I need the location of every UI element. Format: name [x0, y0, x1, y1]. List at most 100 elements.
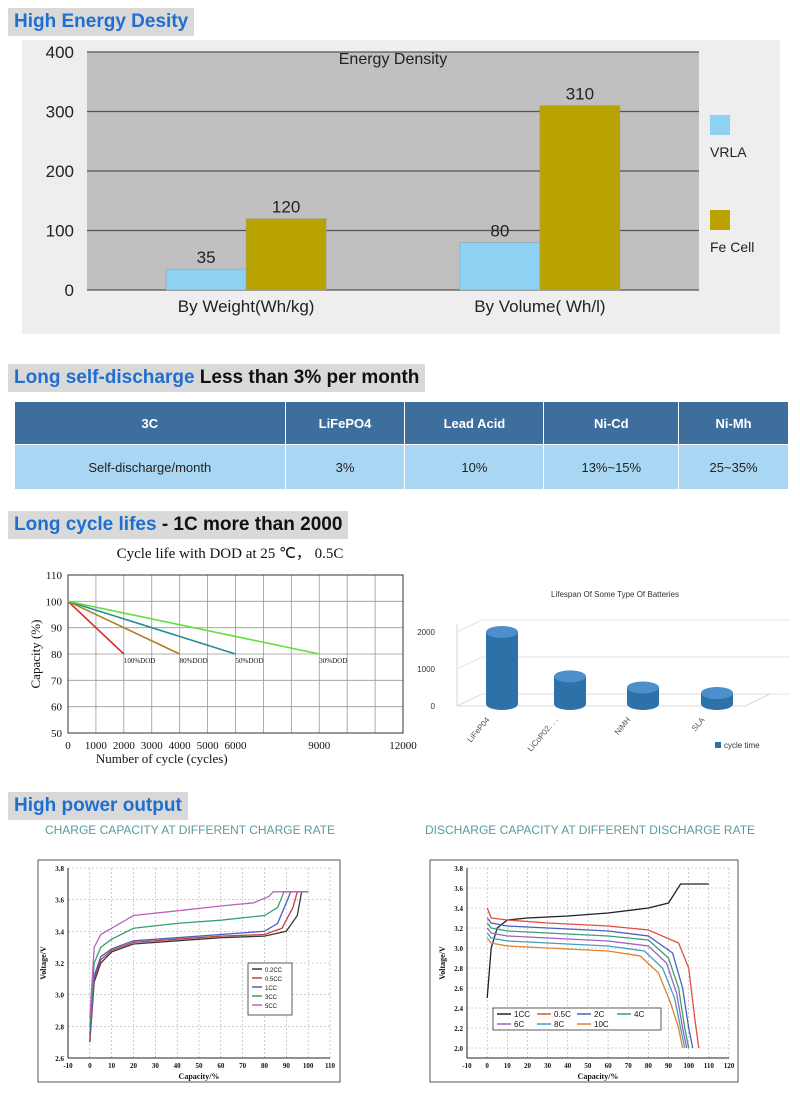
y-tick-label: 0 [431, 702, 436, 711]
bar [459, 242, 541, 291]
x-axis-label: Capacity/% [179, 1072, 220, 1081]
x-tick-label: 12000 [389, 740, 417, 752]
section-header-energy: High Energy Desity [8, 8, 195, 36]
legend-label: VRLA [710, 144, 747, 160]
legend-swatch [710, 115, 730, 135]
legend-label: 1CC [514, 1010, 530, 1019]
y-tick-label: 3.6 [454, 885, 463, 893]
chart-title: CHARGE CAPACITY AT DIFFERENT CHARGE RATE [45, 823, 335, 837]
y-tick-label: 1000 [417, 665, 435, 674]
legend-label: 6C [514, 1020, 524, 1029]
legend-label: 2C [594, 1010, 604, 1019]
bar-top [486, 626, 518, 638]
bar-body [486, 632, 518, 710]
series-line [486, 937, 684, 1049]
table-row: Self-discharge/month 3% 10% 13%~15% 25~3… [14, 444, 789, 490]
y-axis-label: Voltage/V [438, 946, 447, 980]
chart-title: Cycle life with DOD at 25 ℃， 0.5C [117, 546, 344, 562]
x-tick-label: 3000 [141, 740, 164, 752]
y-tick-label: 300 [46, 103, 74, 122]
series-label: 100%DOD [124, 657, 156, 665]
series-line [486, 922, 690, 1049]
data-label: 35 [197, 248, 216, 267]
x-tick-label: NiMH [613, 715, 633, 736]
x-tick-label: 60 [217, 1062, 225, 1070]
bar-body [627, 687, 659, 710]
y-axis-label: Voltage/V [39, 946, 48, 980]
legend-label: cycle time [724, 741, 760, 750]
chart-title: Lifespan Of Some Type Of Batteries [551, 590, 679, 599]
x-tick-label: 60 [605, 1062, 613, 1070]
y-tick-label: 2000 [417, 628, 435, 637]
table-cell: 13%~15% [543, 444, 680, 490]
bar-body [554, 676, 586, 710]
cycle-life-chart: Cycle life with DOD at 25 ℃， 0.5C 50 60 70 8… [28, 546, 417, 766]
x-tick-label: 5000 [197, 740, 220, 752]
x-tick-label: -10 [462, 1062, 472, 1070]
series-line [486, 932, 686, 1049]
data-label: 310 [566, 85, 594, 104]
outer-frame [37, 859, 341, 1083]
section-header-cycle: Long cycle lifes - 1C more than 2000 [8, 511, 349, 539]
legend-label: 8C [554, 1020, 564, 1029]
chart-title: Energy Density [339, 51, 448, 68]
y-tick-label: 2.2 [454, 1025, 463, 1033]
section-title: High power output [14, 795, 182, 816]
legend-label: 0.5CC [265, 977, 283, 983]
legend-swatch [710, 210, 730, 230]
gridline [456, 619, 790, 633]
table-header-cell: Lead Acid [404, 401, 545, 445]
x-tick-label: 120 [724, 1062, 735, 1070]
legend-label: 0.2CC [265, 968, 283, 974]
x-tick-label: 10 [504, 1062, 512, 1070]
y-tick-label: 80 [51, 649, 63, 661]
x-tick-label: 40 [174, 1062, 182, 1070]
series-line [67, 600, 236, 655]
y-tick-label: 200 [46, 162, 74, 181]
series-line [67, 600, 320, 655]
y-axis-label: Capacity (%) [28, 620, 43, 689]
x-tick-label: 10 [108, 1062, 116, 1070]
x-tick-label: LiCoP02. . . [526, 716, 560, 754]
section-header-self-discharge: Long self-discharge Less than 3% per mon… [8, 364, 426, 392]
x-tick-label: 50 [584, 1062, 592, 1070]
series-line [89, 891, 309, 1027]
y-tick-label: 60 [51, 702, 63, 714]
x-tick-label: SLA [690, 715, 707, 733]
legend-label: 0.5C [554, 1010, 571, 1019]
y-tick-label: 50 [51, 728, 63, 740]
legend-label: 3CC [265, 995, 278, 1001]
y-tick-label: 2.8 [55, 1023, 64, 1031]
series-line [486, 883, 709, 999]
x-tick-label: LiFeP04 [465, 715, 491, 744]
data-label: 120 [272, 198, 300, 217]
series-line [89, 891, 309, 1040]
series-line [89, 891, 309, 1019]
x-tick-label: 1000 [85, 740, 108, 752]
series-line [67, 600, 181, 655]
x-tick-label: 2000 [113, 740, 136, 752]
y-tick-label: 100 [46, 596, 63, 608]
section-header-power: High power output [8, 792, 188, 820]
y-tick-label: 3.6 [55, 897, 64, 905]
y-tick-label: 3.0 [55, 992, 64, 1000]
x-tick-label: 6000 [225, 740, 248, 752]
charge-capacity-chart: CHARGE CAPACITY AT DIFFERENT CHARGE RATE… [37, 823, 341, 1083]
x-tick-label: 0 [65, 740, 71, 752]
x-tick-label: 70 [625, 1062, 633, 1070]
series-label: 30%DOD [319, 657, 347, 665]
series-line [89, 891, 309, 1043]
legend-label: 1CC [265, 986, 278, 992]
y-tick-label: 2.0 [454, 1045, 463, 1053]
y-tick-label: 2.6 [55, 1055, 64, 1063]
y-tick-label: 2.6 [454, 985, 463, 993]
self-discharge-table: 3C LiFePO4 Lead Acid Ni-Cd Ni-Mh Self-di… [14, 401, 789, 490]
x-tick-label: 0 [88, 1062, 92, 1070]
series-line [486, 917, 694, 1049]
y-tick-label: 100 [46, 222, 74, 241]
x-tick-label: 0 [485, 1062, 489, 1070]
legend-label: 4C [634, 1010, 644, 1019]
plot-frame [67, 574, 404, 734]
legend-swatch [715, 742, 721, 748]
y-tick-label: 3.4 [454, 905, 463, 913]
